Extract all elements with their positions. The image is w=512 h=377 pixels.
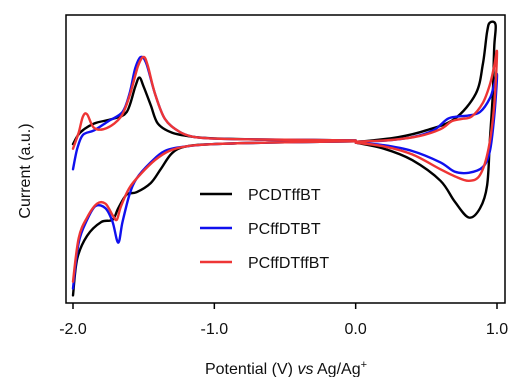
- series-pcdtffbt-segment-1: [71, 76, 357, 146]
- series-pcffdtffbt-segment-1: [71, 55, 357, 150]
- x-tick-label: 1.0: [486, 321, 508, 338]
- plot-frame: [65, 14, 506, 304]
- y-axis-label: Current (a.u.): [17, 123, 34, 218]
- x-tick-label: -2.0: [59, 321, 87, 338]
- legend-label-pcffdtbt: PCffDTBT: [248, 221, 321, 238]
- series-pcffdtbt-segment-3: [354, 72, 499, 175]
- legend: PCDTffBT PCffDTBT PCffDTffBT: [200, 187, 329, 272]
- x-axis-ticks: -2.0 -1.0 0.0 1.0: [59, 303, 508, 338]
- x-axis-label-vs: vs: [297, 361, 313, 377]
- x-tick-label: 0.0: [345, 321, 367, 338]
- legend-label-pcffdtffbt: PCffDTffBT: [248, 255, 329, 272]
- series-pcdtffbt-segment-3: [354, 20, 497, 219]
- series-pcffdtffbt-segment-3: [354, 49, 499, 182]
- x-axis-label-part1: Potential (V): [205, 361, 297, 377]
- curves-group: [71, 20, 499, 297]
- series-pcffdtbt-segment-1: [71, 55, 357, 171]
- x-tick-label: -1.0: [201, 321, 229, 338]
- series-pcffdtffbt-segment-2: [71, 140, 357, 283]
- legend-label-pcdtffbt: PCDTffBT: [248, 187, 321, 204]
- x-axis-label-superscript: +: [361, 359, 367, 371]
- x-axis-label-part2: Ag/Ag: [313, 361, 360, 377]
- x-axis-label: Potential (V) vs Ag/Ag+: [205, 359, 367, 377]
